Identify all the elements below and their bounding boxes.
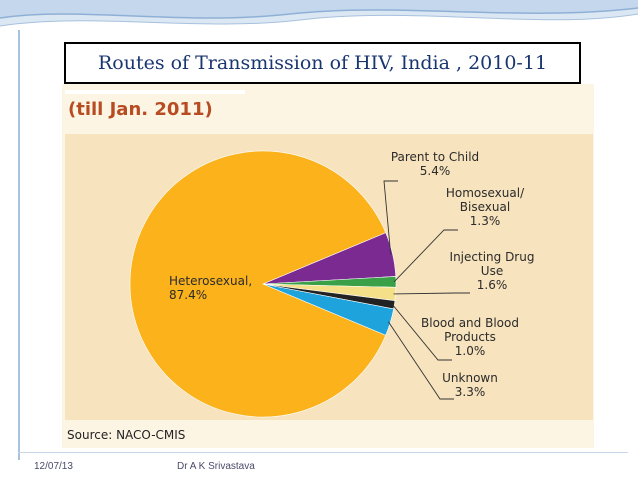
leader-line-unknown: [388, 321, 454, 400]
leader-line-blood-and-blood-products: [392, 304, 452, 361]
pie-chart: Heterosexual, 87.4% Parent to Child 5.4% Hom…: [129, 150, 535, 418]
leader-line-injecting-drug-use: [393, 292, 470, 295]
left-border-rule: [18, 30, 20, 460]
decorative-wave-band: [0, 0, 638, 27]
chart-source: Source: NACO-CMIS: [67, 428, 186, 442]
chart-subtitle: (till Jan. 2011): [68, 99, 213, 120]
slide-title: Routes of Transmission of HIV, India , 2…: [64, 42, 581, 84]
label-heterosexual: Heterosexual, 87.4%: [169, 274, 252, 302]
pie-slice-heterosexual: [129, 150, 387, 418]
figure-header-strip: [65, 90, 245, 94]
label-homosexual-bisexual: Homosexual/Bisexual 1.3%: [446, 186, 525, 228]
label-parent-to-child: Parent to Child 5.4%: [391, 150, 479, 178]
footer-author: Dr A K Srivastava: [177, 461, 255, 472]
bottom-border-rule: [18, 452, 628, 453]
label-blood-and-blood-products: Blood and Blood Products 1.0%: [421, 316, 519, 358]
pie-slice-unknown: [262, 283, 394, 336]
leader-line-homosexual-bisexual: [393, 229, 458, 283]
label-injecting-drug-use: Injecting Drug Use 1.6%: [450, 250, 535, 292]
leader-line-parent-to-child: [383, 180, 398, 255]
footer-date: 12/07/13: [34, 461, 73, 472]
label-unknown: Unknown 3.3%: [442, 371, 498, 399]
